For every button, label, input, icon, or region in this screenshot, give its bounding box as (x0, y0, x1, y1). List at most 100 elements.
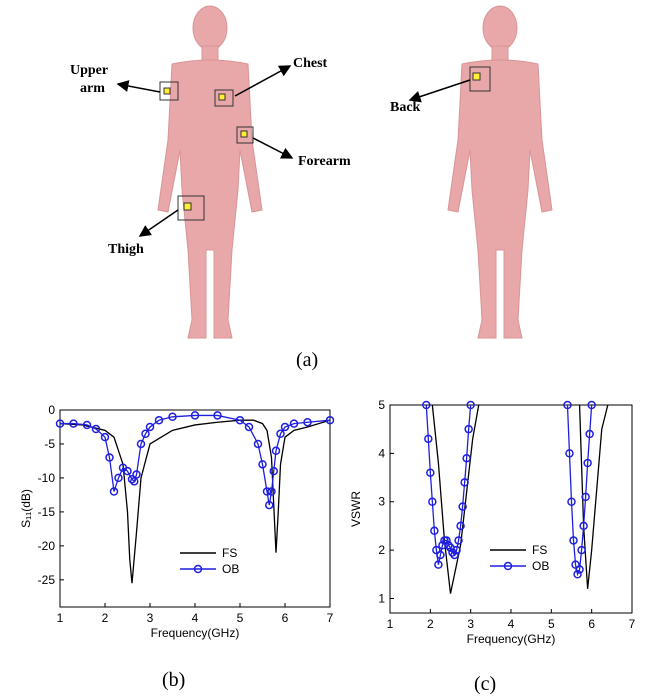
marker (567, 497, 576, 506)
series-line (60, 414, 330, 506)
marker (276, 429, 285, 439)
y-tick-label: 1 (378, 591, 385, 605)
marker (450, 550, 459, 560)
chart: 1 2 3 4 5 6 7 0 -5 -10 -15 -20 -25 Frequency(GHz) S₁₁(… (19, 403, 335, 691)
marker (127, 475, 137, 484)
marker (442, 536, 451, 545)
plot-area (59, 409, 331, 608)
x-axis-label: Frequency(GHz) (151, 626, 240, 640)
marker (583, 458, 592, 468)
marker (460, 478, 469, 487)
front-body (157, 5, 263, 339)
y-axis-label: S₁₁(dB) (19, 489, 33, 528)
x-tick-label: 1 (57, 611, 64, 625)
marker (587, 400, 596, 410)
marker (569, 536, 578, 545)
marker (430, 526, 439, 536)
marker (464, 424, 473, 434)
marker (141, 429, 150, 439)
marker (190, 411, 200, 420)
marker (434, 560, 443, 569)
series-line (60, 419, 330, 584)
caption: (b) (162, 669, 185, 691)
marker (456, 521, 465, 531)
y-tick-label: -20 (38, 539, 56, 553)
marker (426, 468, 435, 477)
y-tick-label: -15 (38, 505, 56, 519)
marker (258, 460, 267, 469)
antenna-markers (159, 66, 491, 221)
y-tick-label: 4 (378, 446, 385, 460)
y-tick-label: -25 (38, 573, 56, 587)
marker (422, 400, 431, 410)
marker (235, 415, 245, 425)
marker (136, 439, 146, 449)
y-tick-label: 5 (378, 398, 385, 412)
marker (575, 565, 584, 574)
x-tick-label: 7 (327, 611, 334, 625)
x-tick-label: 5 (548, 617, 555, 631)
x-tick-label: 3 (147, 611, 154, 625)
legend-label: FS (532, 543, 547, 557)
marker (577, 545, 586, 555)
marker (269, 466, 278, 476)
legend-label: OB (222, 562, 239, 576)
marker (303, 417, 312, 427)
x-tick-label: 5 (237, 611, 244, 625)
marker (265, 500, 274, 510)
y-tick-label: -5 (44, 437, 55, 451)
marker (82, 420, 92, 430)
marker (55, 419, 65, 428)
marker (452, 545, 461, 555)
label: Thigh (108, 242, 144, 257)
y-tick-label: 2 (378, 543, 385, 557)
label: Back (390, 100, 421, 115)
marker (100, 432, 110, 442)
caption: (c) (474, 673, 496, 695)
legend-label: FS (222, 546, 237, 560)
marker (585, 429, 594, 439)
caption: (a) (296, 349, 318, 371)
marker (91, 424, 101, 434)
y-tick-label: 0 (48, 403, 55, 417)
x-tick-label: 7 (629, 617, 636, 631)
label: Chest (293, 56, 328, 71)
marker (565, 449, 574, 458)
x-tick-label: 2 (102, 611, 109, 625)
x-tick-label: 4 (192, 611, 199, 625)
marker (466, 400, 475, 410)
marker (428, 497, 437, 506)
y-axis-label: VSWR (349, 491, 363, 527)
x-tick-label: 3 (467, 617, 474, 631)
legend-marker (193, 564, 203, 574)
marker (325, 415, 335, 425)
x-tick-label: 6 (282, 611, 289, 625)
back-body (447, 5, 553, 339)
marker (444, 541, 453, 550)
marker (462, 453, 471, 463)
marker (244, 422, 254, 432)
marker (267, 487, 276, 496)
marker (454, 536, 463, 545)
x-tick-label: 6 (588, 617, 595, 631)
legend-marker (503, 561, 513, 571)
marker (458, 502, 467, 511)
x-axis-label: Frequency(GHz) (467, 632, 556, 646)
marker (579, 521, 588, 531)
marker (154, 415, 164, 425)
marker (262, 487, 272, 496)
legend-label: OB (532, 559, 549, 573)
marker (132, 470, 141, 479)
marker (289, 419, 299, 428)
marker (424, 434, 433, 444)
marker (145, 422, 155, 432)
marker (123, 466, 132, 476)
marker (436, 550, 445, 560)
marker (168, 412, 177, 422)
marker (109, 487, 119, 496)
marker (271, 446, 281, 456)
marker (581, 492, 590, 502)
marker (213, 411, 222, 420)
x-tick-label: 2 (427, 617, 434, 631)
